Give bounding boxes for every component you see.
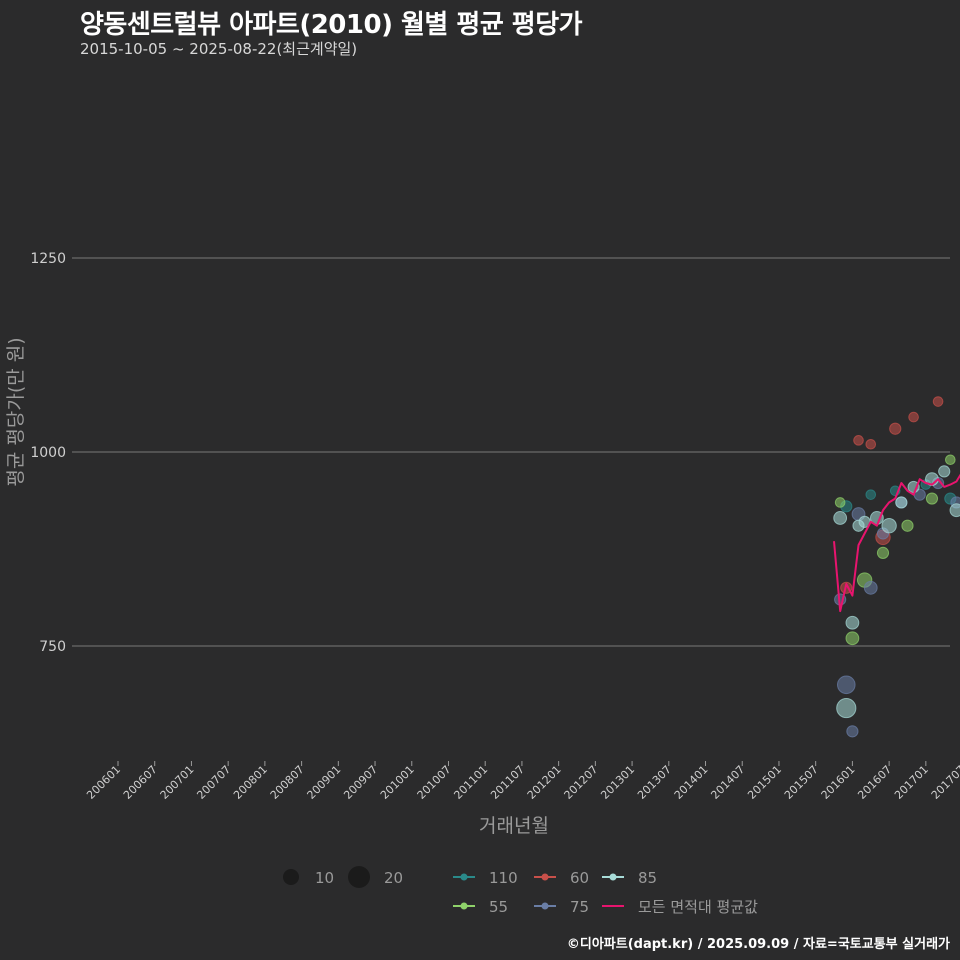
x-tick-200807: 200807 xyxy=(268,763,307,802)
point-85-201704 xyxy=(938,465,951,478)
x-tick-201401: 201401 xyxy=(672,763,711,802)
point-75-201604 xyxy=(863,580,878,595)
point-85-201609 xyxy=(895,496,908,509)
legend-label-0: 110 xyxy=(489,869,518,887)
x-tick-201001: 201001 xyxy=(378,763,417,802)
x-tick-200907: 200907 xyxy=(341,763,380,802)
y-tick-1250: 1250 xyxy=(30,251,66,267)
x-tick-200701: 200701 xyxy=(158,763,197,802)
legend-label-4: 75 xyxy=(570,898,589,916)
average-line xyxy=(833,473,960,613)
point-60-201703 xyxy=(932,396,944,407)
x-tick-201307: 201307 xyxy=(635,763,674,802)
size-legend-10-label: 10 xyxy=(315,869,334,887)
point-85-201706 xyxy=(949,503,960,518)
legend-label-5: 모든 면적대 평균값 xyxy=(638,898,758,916)
x-tick-200601: 200601 xyxy=(84,763,123,802)
x-tick-labels: 2006012006072007012007072008012008072009… xyxy=(84,761,960,802)
x-tick-201707: 201707 xyxy=(929,763,960,802)
chart-subtitle: 2015-10-05 ~ 2025-08-22(최근계약일) xyxy=(80,40,358,58)
x-tick-201007: 201007 xyxy=(415,763,454,802)
chart-title: 양동센트럴뷰 아파트(2010) 월별 평균 평당가 xyxy=(80,10,583,40)
point-55-201511 xyxy=(834,497,846,508)
x-tick-200801: 200801 xyxy=(231,763,270,802)
x-tick-201407: 201407 xyxy=(708,763,747,802)
x-tick-201101: 201101 xyxy=(451,763,490,802)
point-85-201607 xyxy=(881,518,897,534)
point-60-201611 xyxy=(908,411,919,423)
y-tick-labels: 750 1000 1250 xyxy=(30,251,66,655)
point-60-201604 xyxy=(865,438,877,450)
x-tick-201301: 201301 xyxy=(598,763,637,802)
scatter-points xyxy=(833,396,960,738)
point-85-201601 xyxy=(845,615,860,630)
average-line-group xyxy=(833,473,960,613)
point-55-201601 xyxy=(845,631,860,646)
x-tick-201601: 201601 xyxy=(819,763,858,802)
legend-dot-4 xyxy=(541,902,549,910)
point-55-201705 xyxy=(945,454,956,466)
y-axis-title: 평균 평당가(만 원) xyxy=(5,337,27,486)
legend-label-1: 60 xyxy=(570,869,589,887)
x-axis-title: 거래년월 xyxy=(479,815,549,837)
source-caption: ©디아파트(dapt.kr) / 2025.09.09 / 자료=국토교통부 실… xyxy=(566,937,950,952)
legend-dot-0 xyxy=(460,873,468,881)
y-tick-750: 750 xyxy=(39,639,66,655)
y-tick-1000: 1000 xyxy=(30,445,66,461)
point-85-201512 xyxy=(836,697,857,719)
x-tick-201201: 201201 xyxy=(525,763,564,802)
point-60-201608 xyxy=(889,422,902,435)
point-60-201602 xyxy=(853,435,864,446)
size-legend-10-marker xyxy=(283,869,299,885)
size-legend-20-marker xyxy=(348,866,370,888)
grid-lines xyxy=(72,257,950,647)
x-tick-201701: 201701 xyxy=(892,763,931,802)
x-tick-201607: 201607 xyxy=(855,763,894,802)
point-110-201604 xyxy=(865,489,877,500)
x-tick-201501: 201501 xyxy=(745,763,784,802)
legend-label-3: 55 xyxy=(489,898,508,916)
x-tick-200901: 200901 xyxy=(305,763,344,802)
x-tick-201207: 201207 xyxy=(562,763,601,802)
size-legend-20-label: 20 xyxy=(384,869,403,887)
x-tick-200707: 200707 xyxy=(194,763,233,802)
point-75-201512 xyxy=(836,675,856,695)
x-tick-201507: 201507 xyxy=(782,763,821,802)
legend-label-2: 85 xyxy=(638,869,657,887)
point-55-201610 xyxy=(901,519,914,532)
point-55-201606 xyxy=(876,546,890,559)
point-85-201511 xyxy=(833,511,848,525)
legend-dot-1 xyxy=(541,873,549,881)
point-55-201702 xyxy=(925,492,939,505)
x-tick-201107: 201107 xyxy=(488,763,527,802)
x-tick-200607: 200607 xyxy=(121,763,160,802)
legend: 10 20 110 60 85 55 75 모든 면적대 평균값 xyxy=(283,866,758,916)
legend-dot-2 xyxy=(609,873,617,881)
point-75-201601 xyxy=(846,725,859,738)
legend-dot-3 xyxy=(460,902,468,910)
